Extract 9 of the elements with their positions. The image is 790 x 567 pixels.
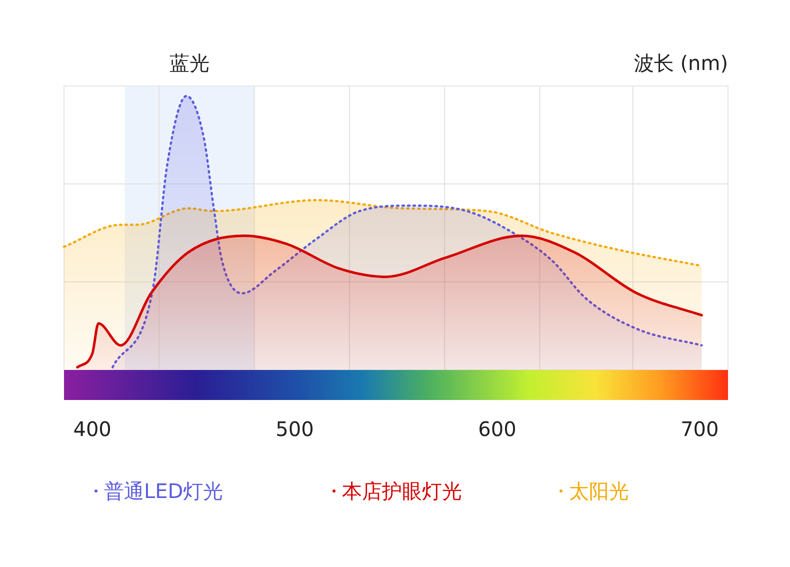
band-label: 蓝光 [170, 51, 210, 75]
x-tick-label: 700 [680, 417, 719, 441]
legend-label: 普通LED灯光 [104, 479, 224, 503]
legend-label: 本店护眼灯光 [342, 479, 462, 503]
x-tick-label: 500 [276, 417, 314, 441]
x-tick-label: 400 [73, 417, 112, 441]
x-axis-title: 波长 (nm) [634, 51, 728, 75]
x-tick-label: 600 [478, 417, 516, 441]
legend-label: 太阳光 [569, 479, 629, 503]
